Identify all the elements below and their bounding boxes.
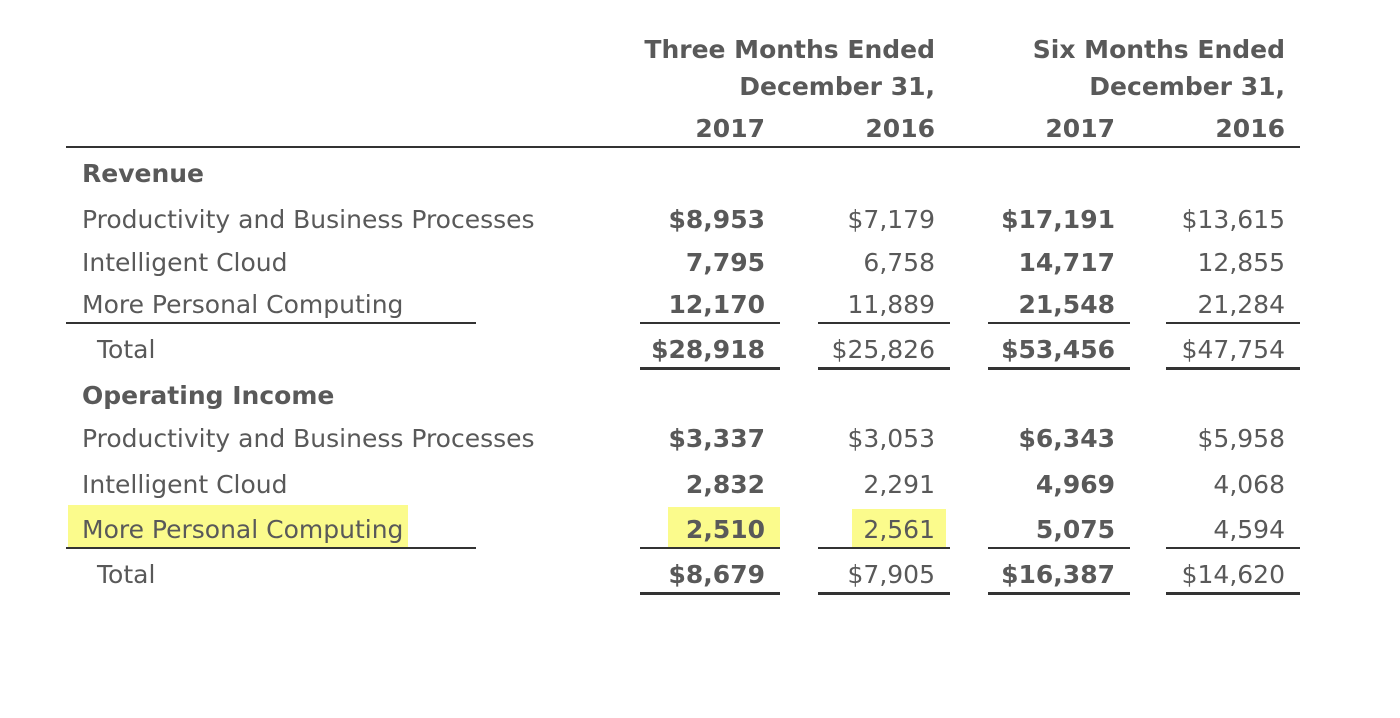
revenue-row-1-v2: $7,179 <box>847 205 935 234</box>
oi-total-rule-c4 <box>1166 592 1300 595</box>
revenue-row-3-v1: 12,170 <box>668 290 765 319</box>
revenue-row-1-v1: $8,953 <box>668 205 765 234</box>
oi-total-rule-c3 <box>988 592 1130 595</box>
oi-row-1-label: Productivity and Business Processes <box>82 424 535 453</box>
revenue-row-1-v3: $17,191 <box>1001 205 1115 234</box>
revenue-row-2-label: Intelligent Cloud <box>82 248 288 277</box>
header-three-months-line2: December 31, <box>739 72 935 101</box>
header-six-months-line1: Six Months Ended <box>1032 35 1285 64</box>
revenue-row-3-v4: 21,284 <box>1197 290 1285 319</box>
oi-row-1-v2: $3,053 <box>847 424 935 453</box>
highlight-value-2 <box>852 509 946 547</box>
revenue-subtotal-rule <box>66 322 476 324</box>
oi-row-1-v3: $6,343 <box>1018 424 1115 453</box>
oi-subtotal-rule-c4 <box>1166 547 1300 549</box>
oi-total-rule-c2 <box>818 592 950 595</box>
oi-row-2-label: Intelligent Cloud <box>82 470 288 499</box>
oi-row-2-v2: 2,291 <box>863 470 935 499</box>
revenue-total-rule-c2 <box>818 367 950 370</box>
oi-row-3-v3: 5,075 <box>1035 515 1115 544</box>
revenue-row-1-label: Productivity and Business Processes <box>82 205 535 234</box>
header-year-3: 2017 <box>1045 114 1115 143</box>
oi-subtotal-rule-c2 <box>818 547 950 549</box>
oi-row-2-v1: 2,832 <box>685 470 765 499</box>
oi-total-v3: $16,387 <box>1001 560 1115 589</box>
operating-income-title: Operating Income <box>82 381 335 410</box>
revenue-row-3-v3: 21,548 <box>1018 290 1115 319</box>
revenue-row-2-v3: 14,717 <box>1018 248 1115 277</box>
revenue-subtotal-rule-c1 <box>640 322 780 324</box>
oi-subtotal-rule-c1 <box>640 547 780 549</box>
oi-subtotal-rule <box>66 547 476 549</box>
revenue-row-1-v4: $13,615 <box>1181 205 1285 234</box>
revenue-total-v4: $47,754 <box>1181 335 1285 364</box>
header-year-2: 2016 <box>865 114 935 143</box>
header-year-1: 2017 <box>695 114 765 143</box>
revenue-total-v3: $53,456 <box>1001 335 1115 364</box>
header-year-4: 2016 <box>1215 114 1285 143</box>
header-three-months-line1: Three Months Ended <box>644 35 935 64</box>
oi-row-1-v1: $3,337 <box>668 424 765 453</box>
oi-row-2-v3: 4,969 <box>1035 470 1115 499</box>
revenue-total-rule-c4 <box>1166 367 1300 370</box>
oi-subtotal-rule-c3 <box>988 547 1130 549</box>
revenue-row-3-label: More Personal Computing <box>82 290 404 319</box>
oi-total-v2: $7,905 <box>847 560 935 589</box>
revenue-subtotal-rule-c4 <box>1166 322 1300 324</box>
revenue-total-v2: $25,826 <box>831 335 935 364</box>
oi-total-label: Total <box>97 560 156 589</box>
highlight-value-1 <box>668 507 780 547</box>
highlight-label <box>68 505 408 547</box>
revenue-row-2-v1: 7,795 <box>685 248 765 277</box>
revenue-subtotal-rule-c2 <box>818 322 950 324</box>
oi-row-3-v2: 2,561 <box>863 515 935 544</box>
revenue-total-label: Total <box>97 335 156 364</box>
header-six-months-line2: December 31, <box>1089 72 1285 101</box>
oi-row-3-v4: 4,594 <box>1213 515 1285 544</box>
revenue-total-rule-c1 <box>640 367 780 370</box>
oi-row-3-v1: 2,510 <box>685 515 765 544</box>
header-rule <box>66 146 1300 148</box>
revenue-title: Revenue <box>82 159 205 188</box>
oi-total-v4: $14,620 <box>1181 560 1285 589</box>
oi-total-rule-c1 <box>640 592 780 595</box>
revenue-row-2-v2: 6,758 <box>863 248 935 277</box>
oi-row-2-v4: 4,068 <box>1213 470 1285 499</box>
revenue-total-rule-c3 <box>988 367 1130 370</box>
oi-row-1-v4: $5,958 <box>1197 424 1285 453</box>
oi-total-v1: $8,679 <box>668 560 765 589</box>
revenue-subtotal-rule-c3 <box>988 322 1130 324</box>
oi-row-3-label: More Personal Computing <box>82 515 404 544</box>
revenue-total-v1: $28,918 <box>651 335 765 364</box>
revenue-row-2-v4: 12,855 <box>1197 248 1285 277</box>
revenue-row-3-v2: 11,889 <box>847 290 935 319</box>
